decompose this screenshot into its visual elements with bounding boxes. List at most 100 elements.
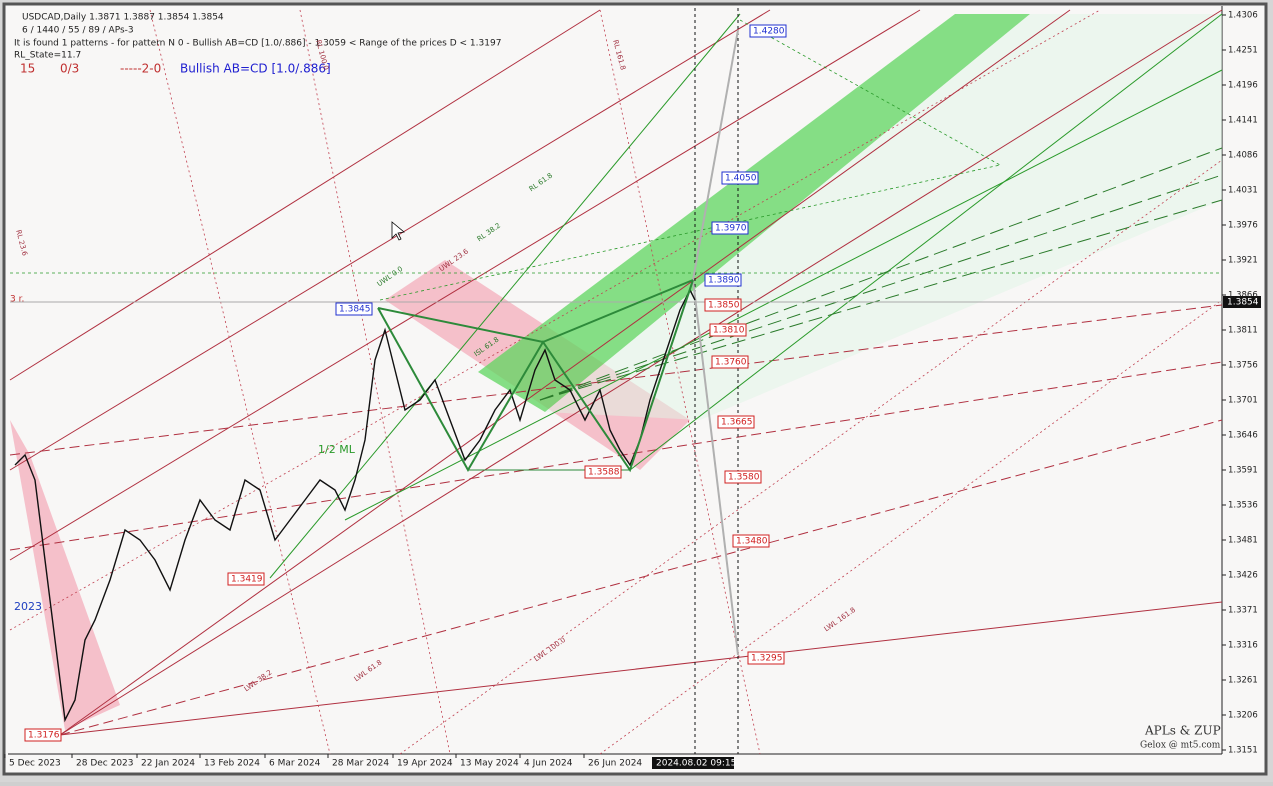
current-price: 1.3854 bbox=[1227, 298, 1259, 308]
price-path bbox=[14, 288, 696, 723]
price-label: 1.3866 bbox=[1228, 291, 1258, 301]
price-label: 1.4141 bbox=[1228, 116, 1258, 126]
level-label: 1.3810 bbox=[713, 326, 745, 336]
status: 15 bbox=[20, 62, 35, 76]
level-box bbox=[584, 465, 622, 479]
ml-line bbox=[344, 69, 1223, 521]
price-label: 1.3921 bbox=[1228, 256, 1258, 266]
level-line bbox=[739, 19, 1001, 166]
time-label: 19 Apr 2024 bbox=[397, 759, 453, 769]
level-box bbox=[749, 24, 787, 38]
level-box bbox=[717, 415, 755, 429]
channel-line bbox=[59, 9, 1071, 736]
mouse-cursor bbox=[391, 221, 405, 241]
rl-line bbox=[399, 159, 1223, 755]
level-label: 1.3970 bbox=[715, 224, 747, 234]
level-box bbox=[704, 298, 742, 312]
price-label: 1.3371 bbox=[1228, 606, 1258, 616]
annotation: 1/2 ML bbox=[318, 443, 356, 456]
level-label: 1.3295 bbox=[751, 654, 783, 664]
fan-line bbox=[9, 304, 1223, 456]
price-label: 1.4306 bbox=[1228, 11, 1258, 21]
drawings bbox=[9, 8, 1223, 755]
level-label: 1.3588 bbox=[588, 468, 620, 478]
fan-line bbox=[9, 361, 1223, 551]
level-box bbox=[704, 273, 742, 287]
time-label: 13 May 2024 bbox=[460, 759, 519, 769]
time-label: 4 Jun 2024 bbox=[524, 759, 573, 769]
level-box bbox=[711, 355, 749, 369]
price-label: 1.4196 bbox=[1228, 81, 1258, 91]
rl-line bbox=[9, 9, 1101, 631]
price-label: 1.3646 bbox=[1228, 431, 1258, 441]
price-label: 1.3206 bbox=[1228, 711, 1258, 721]
level-box bbox=[227, 572, 265, 586]
time-label: 28 Dec 2023 bbox=[76, 759, 134, 769]
level-box bbox=[721, 171, 759, 185]
price-label: 1.3261 bbox=[1228, 676, 1258, 686]
level-label: 1.3580 bbox=[728, 473, 760, 483]
credit: Gelox @ mt5.com bbox=[1140, 741, 1221, 751]
brand: APLs & ZUP bbox=[1144, 724, 1221, 738]
time-label: 26 Jun 2024 bbox=[588, 759, 642, 769]
pattern-name: Bullish AB=CD [1.0/.886] bbox=[180, 62, 331, 76]
level-label: 1.3419 bbox=[231, 575, 263, 585]
price-label: 1.3151 bbox=[1228, 746, 1258, 756]
price-label: 1.3591 bbox=[1228, 466, 1258, 476]
time-label: 6 Mar 2024 bbox=[269, 759, 321, 769]
price-label: 1.3481 bbox=[1228, 536, 1258, 546]
rl-line bbox=[599, 9, 761, 755]
level-box bbox=[747, 651, 785, 665]
price-label: 1.3976 bbox=[1228, 221, 1258, 231]
status: 0/3 bbox=[60, 62, 79, 76]
projection bbox=[692, 279, 739, 656]
ml-line bbox=[629, 13, 1223, 471]
ml-dash bbox=[539, 199, 1223, 401]
level-box bbox=[724, 470, 762, 484]
level-label: 1.3176 bbox=[28, 731, 60, 741]
ml-dash bbox=[539, 147, 1223, 401]
price-label: 1.4251 bbox=[1228, 46, 1258, 56]
cursor-time: 2024.08.02 09:15 bbox=[656, 759, 736, 769]
time-label: 28 Mar 2024 bbox=[332, 759, 389, 769]
price-label: 1.3536 bbox=[1228, 501, 1258, 511]
channel-line bbox=[59, 9, 1223, 736]
channel-line bbox=[59, 601, 1223, 736]
annotation: 3 r. bbox=[10, 295, 24, 305]
level-box bbox=[24, 728, 62, 742]
time-label: 22 Jan 2024 bbox=[141, 759, 195, 769]
symbol: USDCAD,Daily 1.3871 1.3887 1.3854 1.3854 bbox=[22, 13, 224, 23]
time-label: 5 Dec 2023 bbox=[9, 759, 61, 769]
channel-line bbox=[9, 9, 601, 381]
current-price-box bbox=[1223, 296, 1261, 308]
level-box bbox=[732, 534, 770, 548]
rl-line bbox=[599, 299, 1223, 755]
level-label: 1.4050 bbox=[725, 174, 757, 184]
settings: 6 / 1440 / 55 / 89 / APs-3 bbox=[22, 26, 134, 36]
price-label: 1.3811 bbox=[1228, 326, 1258, 336]
price-label: 1.3756 bbox=[1228, 361, 1258, 371]
rl-line bbox=[299, 9, 451, 755]
level-label: 1.4280 bbox=[753, 27, 785, 37]
level-label: 1.3890 bbox=[708, 276, 740, 286]
time-label: 13 Feb 2024 bbox=[204, 759, 260, 769]
ml-line bbox=[269, 13, 741, 579]
price-label: 1.3701 bbox=[1228, 396, 1258, 406]
level-box bbox=[709, 323, 747, 337]
fan-line bbox=[59, 419, 1223, 736]
state: RL_State=11.7 bbox=[14, 51, 81, 61]
price-label: 1.4031 bbox=[1228, 186, 1258, 196]
channel-line bbox=[9, 9, 921, 561]
price-label: 1.3316 bbox=[1228, 641, 1258, 651]
level-label: 1.3850 bbox=[708, 301, 740, 311]
price-label: 1.4086 bbox=[1228, 151, 1258, 161]
level-box bbox=[335, 302, 373, 316]
level-label: 1.3760 bbox=[715, 358, 747, 368]
projection bbox=[692, 29, 739, 281]
pattern-info: It is found 1 patterns - for pattern N 0… bbox=[14, 39, 501, 49]
level-line bbox=[379, 164, 1001, 301]
cursor-time-box bbox=[652, 757, 734, 769]
level-label: 1.3845 bbox=[339, 305, 371, 315]
annotation: 2023 bbox=[14, 600, 42, 613]
